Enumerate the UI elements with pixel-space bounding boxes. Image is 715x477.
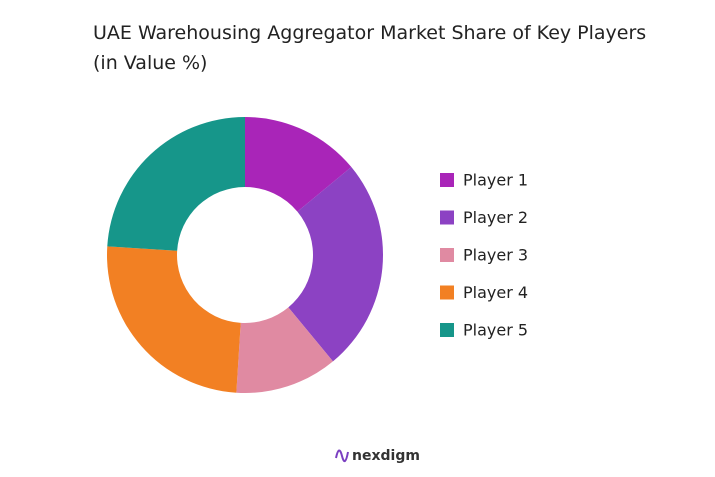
logo-icon — [335, 449, 349, 463]
legend-swatch — [440, 210, 454, 225]
legend-label: Player 2 — [463, 208, 528, 227]
slice — [107, 117, 245, 251]
slice — [288, 167, 384, 362]
logo-text: nexdigm — [352, 448, 420, 464]
slice — [236, 307, 333, 394]
legend-label: Player 3 — [463, 246, 528, 265]
legend-swatch — [440, 173, 454, 187]
legend-label: Player 1 — [463, 171, 528, 190]
legend-swatch — [440, 285, 454, 300]
legend-label: Player 4 — [463, 283, 528, 302]
slice — [106, 246, 241, 393]
chart-title: UAE Warehousing Aggregator Market Share … — [93, 22, 647, 74]
legend-label: Player 5 — [463, 321, 528, 340]
legend-swatch — [440, 248, 454, 262]
slice — [245, 117, 352, 212]
legend-swatch — [440, 323, 454, 337]
